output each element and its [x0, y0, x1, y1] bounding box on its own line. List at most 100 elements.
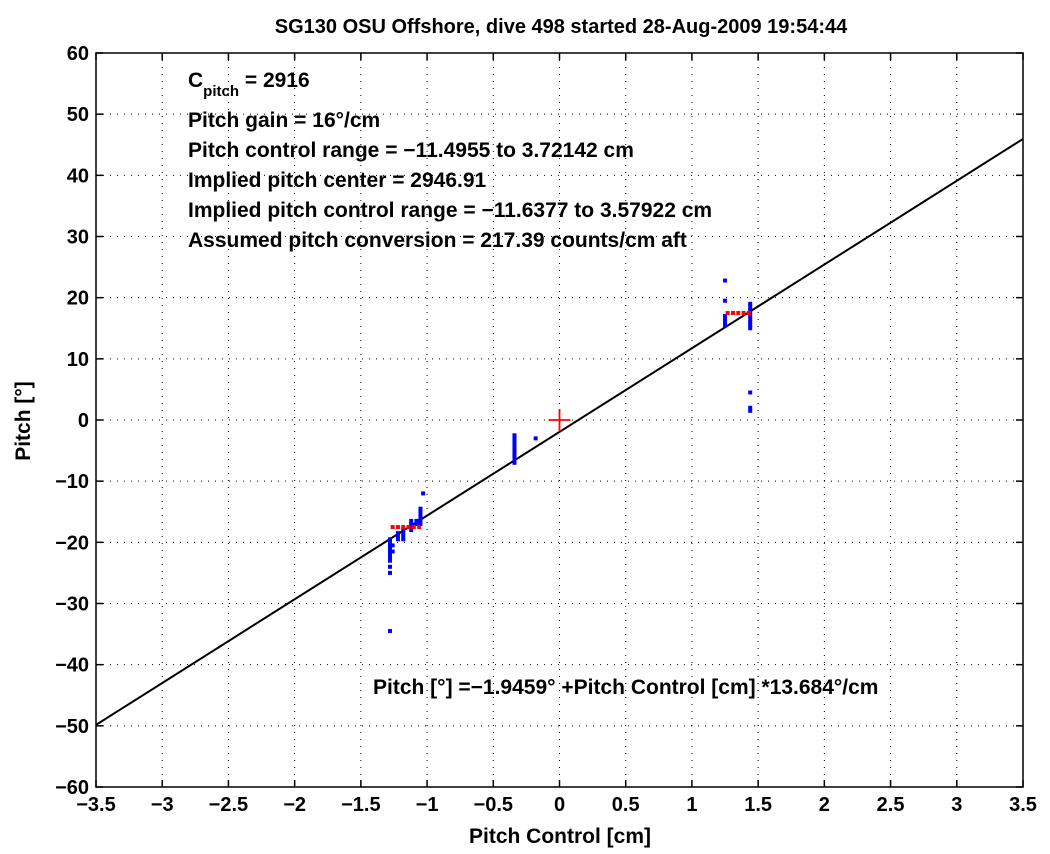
y-axis-ticks: −60 −50 −40 −30 −20 −10 0 10 20 30 40 50 60	[55, 43, 1023, 799]
data-point-series-1	[390, 525, 395, 530]
data-point-series-0	[723, 323, 728, 328]
data-point-series-0	[748, 405, 753, 410]
y-axis-label: Pitch [°]	[12, 381, 35, 461]
y-tick-label: 20	[67, 288, 89, 310]
data-point-series-1	[401, 525, 406, 530]
y-tick-label: 60	[67, 43, 89, 65]
annotation-assumed-pitch-conversion: Assumed pitch conversion = 217.39 counts…	[188, 229, 687, 252]
fit-line	[95, 138, 1024, 726]
plot-frame	[95, 52, 1024, 788]
data-point-series-0	[418, 512, 423, 517]
data-point-series-0	[512, 448, 517, 453]
data-point-series-0	[748, 326, 753, 331]
data-point-series-0	[748, 323, 753, 328]
x-tick-label: 3.5	[1009, 794, 1037, 816]
data-point-series-0	[512, 460, 517, 465]
data-point-series-1	[417, 525, 422, 530]
data-point-series-0	[512, 457, 517, 462]
annotation-pitch-gain: Pitch gain = 16°/cm	[188, 109, 380, 132]
data-point-series-0	[512, 433, 517, 438]
data-point-series-0	[387, 570, 392, 575]
data-point-series-0	[401, 531, 406, 536]
x-tick-label: 2	[819, 794, 830, 816]
data-point-series-0	[418, 521, 423, 526]
data-point-series-0	[387, 546, 392, 551]
grid-lines	[96, 53, 1023, 787]
annotation-fit-equation: Pitch [°] =−1.9459° +Pitch Control [cm] …	[373, 676, 878, 699]
data-point-series-0	[418, 518, 423, 523]
data-point-series-0	[395, 534, 400, 539]
data-point-series-0	[723, 320, 728, 325]
data-point-series-0	[395, 531, 400, 536]
x-tick-label: 1	[686, 794, 697, 816]
data-point-series-0	[512, 451, 517, 456]
y-tick-label: −50	[55, 716, 89, 738]
y-tick-label: 50	[67, 104, 89, 126]
annotation-cpitch-symbol: C	[188, 69, 203, 92]
data-point-series-0	[748, 390, 753, 395]
data-point-series-0	[723, 317, 728, 322]
data-point-series-0	[748, 317, 753, 322]
data-point-series-0	[533, 436, 538, 441]
data-point-series-0	[418, 509, 423, 514]
x-tick-label: −1.5	[341, 794, 380, 816]
y-tick-label: −60	[55, 777, 89, 799]
data-point-series-0	[723, 278, 728, 283]
annotation-cpitch-subscript: pitch	[203, 83, 239, 100]
x-tick-label: 3	[951, 794, 962, 816]
data-point-series-0	[748, 408, 753, 413]
x-tick-label: −2	[283, 794, 306, 816]
annotation-cpitch-value: = 2916	[239, 69, 310, 92]
annotation-pitch-control-range: Pitch control range = −11.4955 to 3.7214…	[188, 139, 634, 162]
data-point-series-0	[414, 518, 419, 523]
data-point-series-0	[387, 558, 392, 563]
data-point-series-0	[409, 528, 414, 533]
data-point-series-0	[418, 515, 423, 520]
data-points	[387, 278, 753, 634]
data-point-series-0	[512, 442, 517, 447]
data-point-series-0	[409, 518, 414, 523]
data-point-series-0	[401, 528, 406, 533]
annotation-block: Cpitch = 2916 Pitch gain = 16°/cm Pitch …	[188, 69, 712, 252]
data-point-series-0	[512, 436, 517, 441]
x-axis-label: Pitch Control [cm]	[469, 825, 651, 848]
y-tick-label: 0	[78, 410, 89, 432]
data-point-series-1	[736, 310, 741, 315]
annotation-cpitch: Cpitch = 2916	[188, 69, 310, 100]
data-point-series-0	[387, 549, 392, 554]
y-tick-label: −10	[55, 471, 89, 493]
x-axis-ticks: −3.5 −3 −2.5 −2 −1.5 −1 −0.5 0 0.5 1 1.5 2 2.5 3 3.5	[76, 53, 1037, 816]
data-point-series-0	[409, 525, 414, 530]
center-marker	[548, 409, 571, 431]
data-point-series-0	[748, 304, 753, 309]
data-point-series-0	[748, 314, 753, 319]
data-point-series-0	[387, 564, 392, 569]
data-point-series-0	[512, 454, 517, 459]
x-tick-label: −3	[151, 794, 174, 816]
x-tick-label: 1.5	[744, 794, 772, 816]
data-point-series-0	[401, 537, 406, 542]
data-point-series-1	[730, 310, 735, 315]
x-tick-label: 2.5	[877, 794, 905, 816]
annotation-implied-pitch-center: Implied pitch center = 2946.91	[188, 169, 487, 192]
data-point-series-0	[395, 537, 400, 542]
data-point-series-0	[512, 439, 517, 444]
data-point-series-0	[421, 491, 426, 496]
x-tick-label: −2.5	[209, 794, 248, 816]
x-tick-label: −0.5	[474, 794, 513, 816]
data-point-series-0	[390, 549, 395, 554]
chart-title: SG130 OSU Offshore, dive 498 started 28-…	[275, 16, 848, 38]
data-point-series-0	[387, 537, 392, 542]
x-tick-label: 0	[554, 794, 565, 816]
y-tick-label: −40	[55, 655, 89, 677]
y-tick-label: 30	[67, 227, 89, 249]
x-tick-label: −3.5	[76, 794, 115, 816]
data-point-series-0	[390, 543, 395, 548]
data-point-series-1	[406, 525, 411, 530]
data-point-series-0	[748, 307, 753, 312]
data-point-series-0	[748, 301, 753, 306]
data-point-series-1	[725, 310, 730, 315]
annotation-implied-pitch-control-range: Implied pitch control range = −11.6377 t…	[188, 199, 712, 222]
data-point-series-0	[723, 314, 728, 319]
